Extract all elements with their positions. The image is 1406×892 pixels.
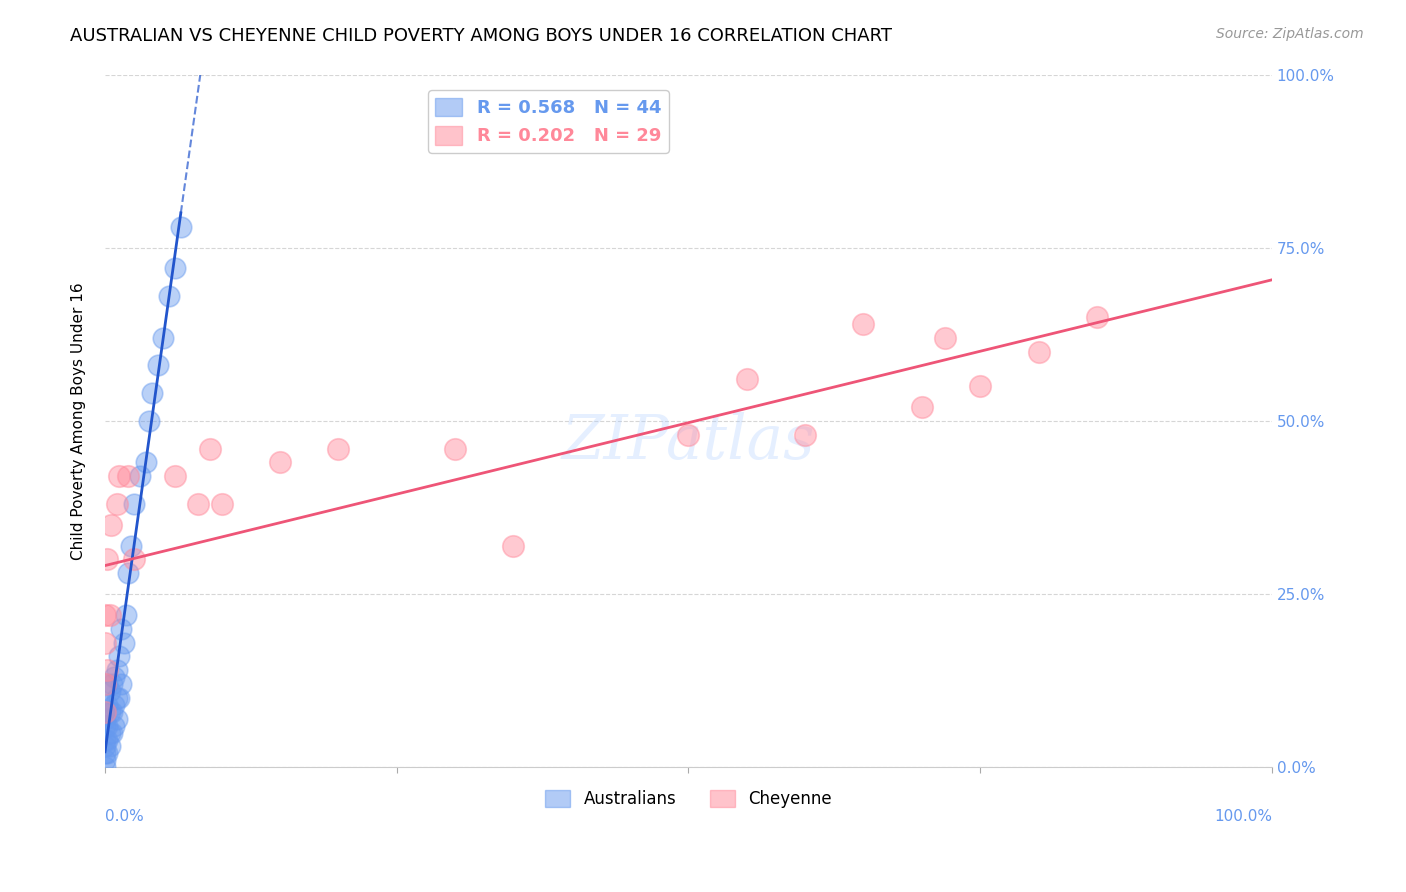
Point xyxy=(934,331,956,345)
Point xyxy=(94,705,117,719)
Point xyxy=(108,691,131,706)
Point xyxy=(98,705,121,719)
Point xyxy=(94,739,117,754)
Point xyxy=(1085,310,1108,324)
Point xyxy=(103,698,125,712)
Point xyxy=(163,469,186,483)
Point xyxy=(211,497,233,511)
Point xyxy=(120,539,142,553)
Text: 100.0%: 100.0% xyxy=(1213,809,1272,824)
Point xyxy=(101,677,124,691)
Point xyxy=(1028,344,1050,359)
Point xyxy=(105,497,128,511)
Point xyxy=(94,760,117,774)
Point xyxy=(502,539,524,553)
Point xyxy=(269,455,291,469)
Point xyxy=(110,622,132,636)
Point xyxy=(98,739,121,754)
Point xyxy=(94,607,117,622)
Point xyxy=(94,753,117,767)
Point xyxy=(146,359,169,373)
Point xyxy=(187,497,209,511)
Point xyxy=(103,670,125,684)
Point xyxy=(198,442,221,456)
Point xyxy=(328,442,350,456)
Point xyxy=(852,317,875,331)
Point xyxy=(96,747,118,761)
Point xyxy=(110,677,132,691)
Point xyxy=(98,607,121,622)
Point xyxy=(94,747,117,761)
Point xyxy=(117,566,139,581)
Point xyxy=(94,712,117,726)
Point xyxy=(105,691,128,706)
Point xyxy=(152,331,174,345)
Point xyxy=(96,719,118,733)
Point xyxy=(105,712,128,726)
Point xyxy=(122,552,145,566)
Point xyxy=(112,635,135,649)
Point xyxy=(138,414,160,428)
Point xyxy=(96,732,118,747)
Point xyxy=(911,400,934,414)
Point xyxy=(98,725,121,739)
Legend: Australians, Cheyenne: Australians, Cheyenne xyxy=(538,783,838,814)
Point xyxy=(96,552,118,566)
Point xyxy=(141,386,163,401)
Text: 0.0%: 0.0% xyxy=(105,809,143,824)
Point xyxy=(105,663,128,677)
Point xyxy=(98,684,121,698)
Point xyxy=(135,455,157,469)
Point xyxy=(163,261,186,276)
Point xyxy=(96,677,118,691)
Point xyxy=(735,372,758,386)
Point xyxy=(100,517,122,532)
Point xyxy=(96,663,118,677)
Point xyxy=(94,677,117,691)
Point xyxy=(117,469,139,483)
Point xyxy=(94,705,117,719)
Point xyxy=(96,698,118,712)
Point xyxy=(115,607,138,622)
Y-axis label: Child Poverty Among Boys Under 16: Child Poverty Among Boys Under 16 xyxy=(72,282,86,559)
Text: Source: ZipAtlas.com: Source: ZipAtlas.com xyxy=(1216,27,1364,41)
Point xyxy=(108,469,131,483)
Point xyxy=(157,289,180,303)
Point xyxy=(101,725,124,739)
Point xyxy=(129,469,152,483)
Text: AUSTRALIAN VS CHEYENNE CHILD POVERTY AMONG BOYS UNDER 16 CORRELATION CHART: AUSTRALIAN VS CHEYENNE CHILD POVERTY AMO… xyxy=(70,27,893,45)
Point xyxy=(122,497,145,511)
Point xyxy=(969,379,991,393)
Point xyxy=(94,719,117,733)
Point xyxy=(444,442,467,456)
Point xyxy=(794,427,817,442)
Point xyxy=(108,649,131,664)
Text: ZIPatlas: ZIPatlas xyxy=(561,412,815,472)
Point xyxy=(103,719,125,733)
Point xyxy=(101,705,124,719)
Point xyxy=(94,732,117,747)
Point xyxy=(170,219,193,234)
Point xyxy=(94,635,117,649)
Point xyxy=(678,427,700,442)
